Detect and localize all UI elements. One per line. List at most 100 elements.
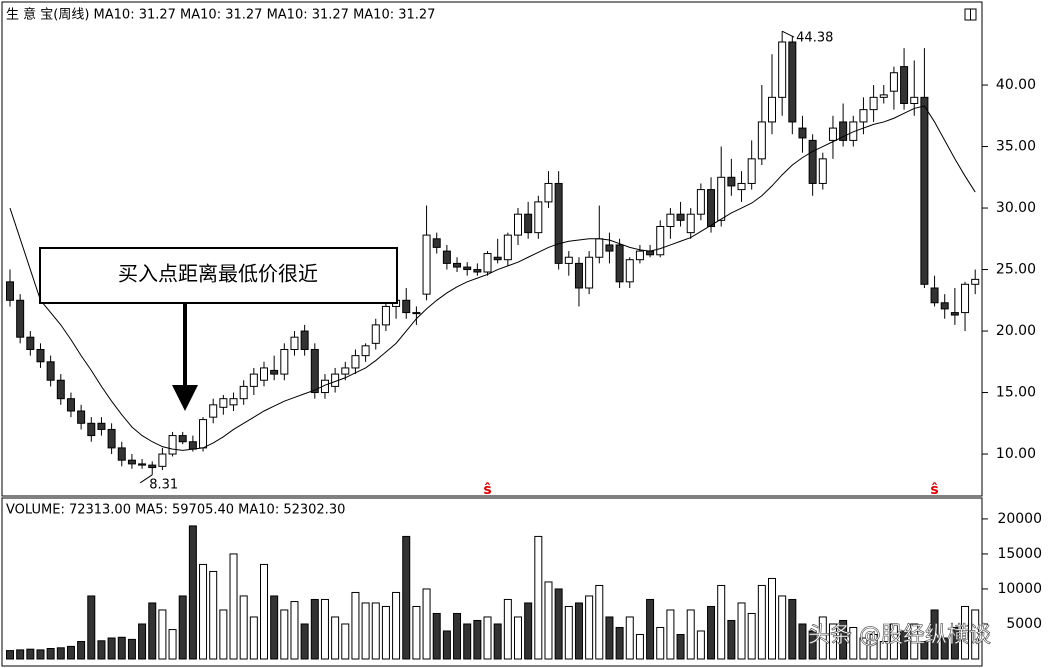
candle-body — [412, 312, 421, 315]
high-label: 44.38 — [796, 31, 833, 46]
candle-body — [676, 213, 685, 221]
volume-bar — [6, 650, 14, 660]
candle-body — [270, 369, 279, 375]
candle-body — [930, 287, 939, 304]
volume-bar — [280, 609, 289, 660]
low-label: 8.31 — [149, 477, 178, 492]
candle-body — [788, 41, 797, 123]
volume-bar — [320, 598, 329, 660]
candle-body — [524, 213, 533, 234]
candle-body — [229, 398, 238, 406]
y-tick-label: 40.00 — [996, 77, 1036, 93]
candle-body — [473, 269, 482, 273]
volume-bar — [757, 584, 766, 660]
volume-bar — [798, 623, 807, 660]
volume-bar — [26, 648, 35, 660]
volume-bar — [727, 619, 736, 660]
candle-body — [564, 256, 573, 264]
volume-title: VOLUME: 72313.00 MA5: 59705.40 MA10: 523… — [6, 503, 345, 518]
y-tick-label: 20.00 — [996, 323, 1036, 339]
volume-bar — [219, 609, 228, 660]
volume-bar — [818, 616, 827, 660]
candle-body — [260, 367, 268, 381]
volume-bar — [270, 595, 279, 660]
candle-body — [127, 459, 136, 465]
volume-bar — [646, 598, 655, 660]
volume-bar — [442, 630, 451, 660]
candle-body — [717, 176, 726, 221]
volume-bar — [483, 616, 492, 660]
volume-bar — [849, 626, 858, 660]
candle-body — [839, 121, 848, 141]
candle-body — [940, 302, 949, 310]
volume-bar — [178, 595, 187, 660]
volume-bar — [839, 619, 848, 660]
candle-body — [381, 305, 390, 326]
candle-body — [138, 463, 147, 466]
volume-bar — [595, 584, 604, 660]
candle-body — [310, 348, 319, 394]
volume-bar — [920, 640, 929, 660]
volume-bar — [371, 602, 380, 660]
volume-bar — [534, 535, 543, 660]
candle-body — [46, 361, 55, 381]
y-tick-label: 30.00 — [996, 200, 1036, 216]
volume-bar — [930, 609, 939, 660]
candle-body — [442, 250, 451, 264]
volume-bar — [625, 616, 634, 660]
volume-bar — [158, 609, 167, 660]
volume-bar — [900, 630, 909, 660]
candle-body — [646, 250, 655, 256]
candle-body — [87, 422, 96, 437]
volume-bar — [950, 626, 959, 660]
volume-bar — [107, 637, 116, 660]
candle-body — [757, 121, 766, 160]
annotation-arrowhead — [172, 385, 198, 411]
volume-bar — [361, 602, 370, 660]
volume-bar — [463, 623, 472, 660]
candle-body — [16, 299, 25, 338]
candle-body — [971, 278, 980, 285]
volume-bar — [473, 619, 482, 660]
volume-bar — [564, 605, 573, 660]
y-tick-label: 35.00 — [996, 139, 1036, 155]
candle-body — [178, 435, 187, 443]
volume-bar — [737, 602, 746, 660]
volume-bar — [869, 633, 878, 660]
volume-bar — [412, 605, 421, 660]
ma10-line — [9, 105, 976, 451]
volume-tick-label: 10000 — [997, 581, 1042, 597]
volume-bar — [889, 623, 898, 660]
volume-bar — [879, 640, 888, 660]
candle-body — [625, 259, 634, 283]
volume-bar — [514, 616, 522, 660]
candle-body — [910, 96, 919, 104]
volume-bar — [351, 591, 360, 660]
candle-body — [666, 213, 675, 227]
volume-bar — [16, 649, 25, 660]
candle-body — [483, 253, 492, 273]
candle-body — [879, 94, 888, 98]
candle-body — [859, 109, 868, 123]
candle-body — [534, 201, 543, 234]
candle-body — [595, 238, 604, 258]
volume-bar — [666, 609, 675, 660]
candle-body — [117, 447, 126, 461]
candle-body — [56, 379, 65, 400]
volume-bar — [686, 609, 695, 660]
volume-bar — [199, 563, 208, 660]
low-pointer — [139, 474, 153, 484]
volume-bar — [615, 626, 624, 660]
candle-body — [402, 299, 411, 314]
volume-bar — [392, 591, 401, 660]
candle-body — [686, 213, 695, 234]
candle-body — [351, 355, 360, 369]
volume-bar — [696, 630, 705, 660]
candle-body — [239, 385, 248, 400]
high-pointer — [781, 30, 795, 38]
candle-body — [422, 234, 431, 295]
candle-body — [219, 398, 228, 408]
candle-body — [920, 96, 929, 285]
candle-body — [148, 464, 157, 469]
volume-bar — [524, 602, 533, 660]
